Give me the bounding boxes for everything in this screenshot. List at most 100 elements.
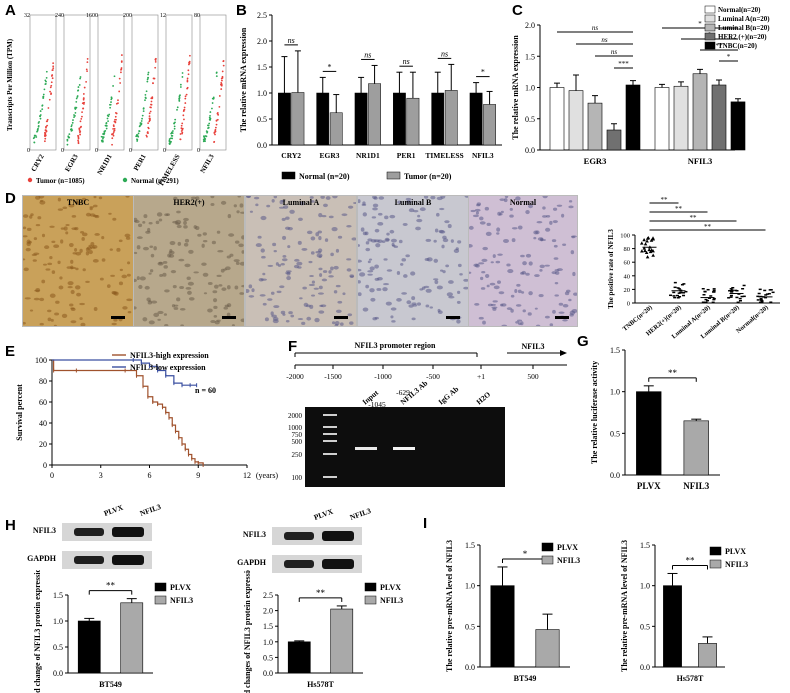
- normal-dot: [206, 124, 209, 127]
- tumor-dot: [86, 70, 88, 73]
- nucleus: [213, 315, 218, 318]
- nucleus: [470, 209, 476, 213]
- bar-nfil3-3: [711, 84, 727, 151]
- scale-label: +1: [477, 372, 485, 381]
- nucleus: [188, 249, 194, 254]
- y-axis-label: The relative pre-mRNA level of NFIL3: [445, 540, 454, 672]
- nucleus: [248, 295, 255, 298]
- nucleus: [213, 305, 218, 310]
- normal-dot: [110, 101, 112, 103]
- nucleus: [318, 236, 322, 241]
- tumor-dot: [218, 95, 221, 97]
- panel-label-f: F: [288, 338, 298, 355]
- tumor-dot: [113, 129, 116, 132]
- nucleus: [562, 243, 567, 246]
- normal-dot: [39, 117, 42, 120]
- nucleus: [239, 292, 244, 295]
- tumor-dot: [77, 142, 80, 145]
- nucleus: [310, 236, 316, 241]
- nucleus: [239, 203, 244, 208]
- nucleus: [386, 232, 390, 236]
- nucleus: [558, 311, 565, 314]
- y-max-label: 12: [160, 13, 166, 19]
- y-min-label: 0: [163, 148, 166, 154]
- legend-swatch-nfil3: [709, 559, 722, 569]
- tumor-dot: [82, 107, 85, 110]
- nucleus: [518, 322, 522, 326]
- normal-dot: [209, 111, 212, 113]
- nucleus: [367, 260, 371, 264]
- nucleus: [110, 274, 115, 277]
- nucleus: [406, 199, 412, 204]
- normal-dot: [176, 106, 179, 109]
- nucleus: [365, 241, 370, 245]
- y-tick-label: 1.0: [53, 617, 63, 626]
- nucleus: [440, 269, 444, 272]
- nucleus: [430, 196, 436, 200]
- nucleus: [538, 293, 544, 298]
- nucleus: [260, 248, 265, 253]
- nucleus: [558, 302, 564, 306]
- nucleus: [389, 229, 395, 234]
- nucleus: [176, 297, 181, 302]
- nucleus: [473, 263, 479, 267]
- normal-dot: [206, 131, 208, 134]
- tumor-dot: [45, 120, 48, 123]
- nucleus: [25, 247, 31, 252]
- nucleus: [50, 318, 54, 322]
- nucleus: [321, 278, 328, 282]
- nucleus: [220, 268, 225, 273]
- nucleus: [234, 285, 239, 290]
- nucleus: [352, 201, 356, 205]
- tumor-dot: [113, 127, 116, 130]
- nucleus: [235, 261, 240, 265]
- nucleus: [474, 302, 480, 306]
- nucleus: [515, 304, 522, 307]
- x-axis-label: BT549: [99, 680, 122, 689]
- tumor-dot: [222, 60, 225, 62]
- nucleus: [511, 227, 518, 230]
- tumor-dot: [79, 120, 82, 123]
- nucleus: [41, 279, 46, 284]
- legend-label-nfil3: NFIL3: [170, 596, 193, 605]
- nucleus: [57, 260, 61, 265]
- normal-dot: [41, 108, 44, 111]
- nucleus: [147, 301, 153, 305]
- y-tick-label: 0.0: [263, 669, 273, 678]
- normal-dot: [77, 86, 80, 88]
- nucleus: [148, 221, 153, 225]
- normal-dot: [45, 76, 48, 79]
- tumor-dot: [48, 98, 51, 101]
- y-max-label: 1600: [86, 13, 98, 19]
- nucleus: [288, 311, 293, 315]
- nucleus: [464, 196, 468, 198]
- nucleus: [389, 214, 396, 219]
- legend-label: Normal(n=20): [718, 6, 761, 14]
- nucleus: [496, 227, 501, 232]
- nucleus: [348, 205, 354, 209]
- tumor-dot: [43, 140, 46, 143]
- y-tick-label: 100: [35, 356, 47, 365]
- blot-band: [112, 555, 144, 565]
- nucleus: [134, 278, 137, 283]
- normal-dot: [44, 82, 47, 85]
- nucleus: [331, 226, 338, 232]
- nucleus: [317, 230, 323, 234]
- tumor-dot: [44, 137, 47, 140]
- nucleus: [142, 317, 148, 322]
- data-point: [643, 248, 647, 253]
- ladder-label: 1000: [288, 424, 303, 432]
- nucleus: [335, 309, 342, 314]
- normal-dot: [171, 134, 174, 137]
- tumor-dot: [179, 138, 182, 141]
- band-input: [355, 447, 377, 450]
- x-axis-label: (years): [256, 471, 279, 480]
- nucleus: [434, 279, 439, 285]
- nucleus: [447, 223, 452, 229]
- nucleus: [365, 247, 371, 252]
- nucleus: [70, 289, 75, 295]
- normal-dot: [107, 115, 110, 118]
- nucleus: [39, 322, 44, 326]
- nucleus: [231, 324, 235, 326]
- y-tick-label: 1.5: [263, 622, 273, 631]
